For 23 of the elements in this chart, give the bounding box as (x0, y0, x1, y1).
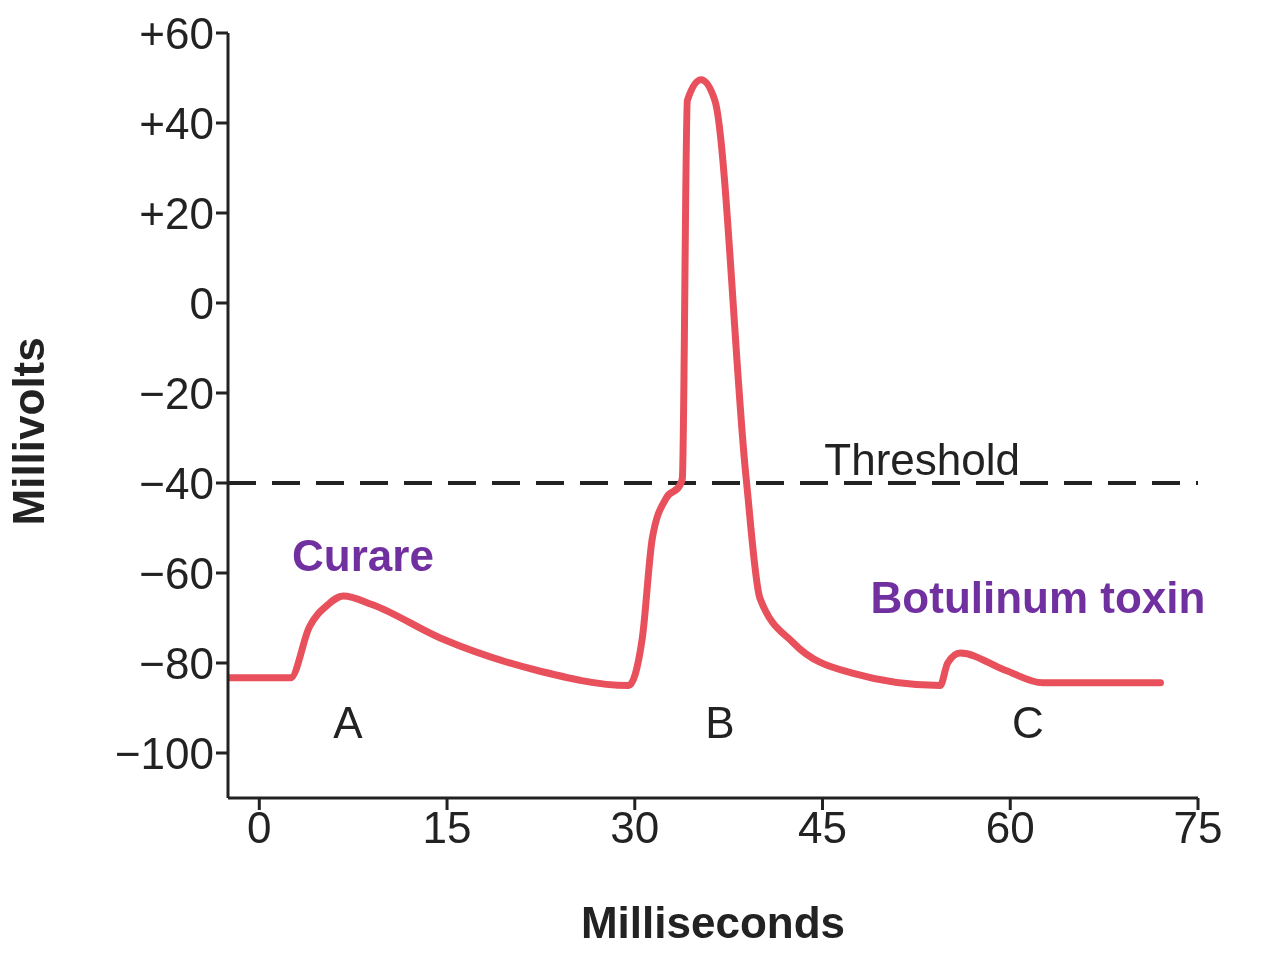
x-tick-label: 15 (422, 803, 472, 853)
y-tick-label: +40 (139, 98, 214, 148)
annotation: C (1012, 698, 1044, 747)
x-tick-label: 60 (985, 803, 1035, 853)
y-tick-label: +60 (139, 8, 214, 58)
x-axis-title: Milliseconds (580, 898, 846, 947)
ref-line-label: Threshold (824, 435, 1020, 484)
y-tick-label: −80 (139, 638, 214, 688)
annotation: Curare (292, 531, 434, 580)
y-tick-label: −20 (139, 368, 214, 418)
x-tick-label: 30 (610, 803, 660, 853)
y-tick-label: −40 (139, 458, 214, 508)
y-tick-label: 0 (189, 278, 214, 328)
y-tick-label: −100 (114, 728, 214, 778)
x-tick-label: 45 (798, 803, 847, 853)
y-tick-label: +20 (139, 188, 214, 238)
y-tick-label: −60 (139, 548, 214, 598)
x-tick-label: 75 (1173, 803, 1223, 853)
y-axis-title: Millivolts (3, 337, 53, 526)
annotation: B (705, 698, 735, 747)
annotation: A (333, 698, 363, 747)
annotation: Botulinum toxin (870, 573, 1206, 622)
x-tick-label: 0 (247, 803, 272, 853)
